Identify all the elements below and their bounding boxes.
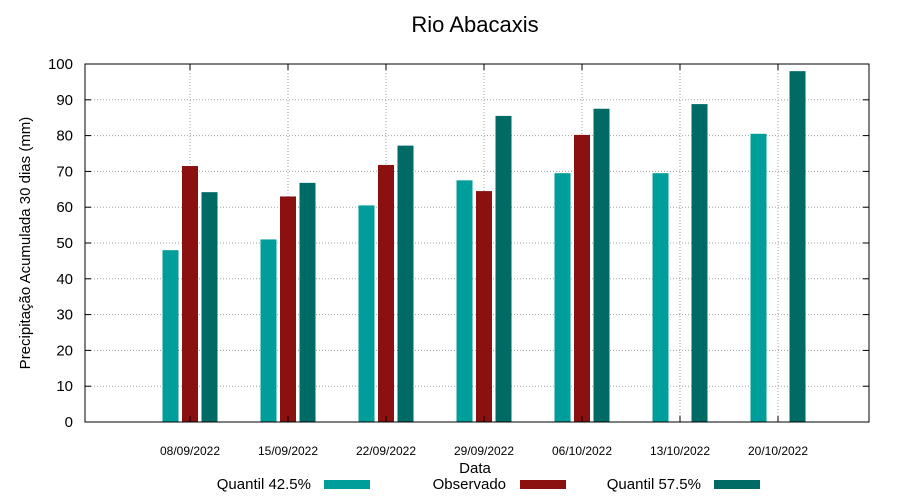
bar-2 (476, 191, 492, 422)
bar-1 (652, 173, 669, 422)
y-tick-label: 0 (65, 414, 73, 431)
y-axis-label: Precipitação Acumulada 30 dias (mm) (17, 117, 34, 370)
bar-3 (495, 115, 512, 422)
bar-1 (358, 205, 375, 422)
legend-swatch (324, 480, 370, 489)
legend-swatch (520, 480, 566, 489)
x-tick-label: 20/10/2022 (748, 444, 808, 458)
bar-1 (456, 180, 473, 422)
y-tick-label: 20 (56, 342, 73, 359)
bar-3 (691, 104, 708, 422)
y-tick-label: 90 (56, 92, 73, 109)
y-tick-label: 100 (48, 56, 73, 73)
y-tick-label: 10 (56, 378, 73, 395)
y-tick-label: 60 (56, 199, 73, 216)
x-tick-label: 08/09/2022 (160, 444, 220, 458)
y-tick-label: 80 (56, 128, 73, 145)
legend: Quantil 42.5% Observado Quantil 57.5% (217, 476, 760, 493)
bar-2 (280, 196, 296, 422)
x-tick-label: 13/10/2022 (650, 444, 710, 458)
bar-1 (554, 173, 571, 422)
chart-title: Rio Abacaxis (411, 12, 538, 37)
bar-3 (789, 71, 806, 422)
x-axis-label: Data (459, 460, 491, 477)
y-tick-label: 50 (56, 235, 73, 252)
y-tick-label: 30 (56, 307, 73, 324)
legend-label: Quantil 42.5% (217, 476, 311, 493)
y-axis-ticks: 0 10 20 30 40 50 60 70 80 90 100 (48, 56, 869, 431)
x-axis-ticks: 08/09/2022 15/09/2022 22/09/2022 29/09/2022… (160, 64, 808, 458)
x-tick-label: 06/10/2022 (552, 444, 612, 458)
bar-2 (574, 134, 590, 422)
bar-1 (162, 250, 179, 422)
legend-swatch (714, 480, 760, 489)
legend-label: Quantil 57.5% (607, 476, 701, 493)
legend-label: Observado (433, 476, 506, 493)
y-tick-label: 70 (56, 163, 73, 180)
bar-3 (593, 108, 610, 422)
y-tick-label: 40 (56, 271, 73, 288)
x-tick-label: 29/09/2022 (454, 444, 514, 458)
bars (162, 71, 806, 422)
bar-1 (260, 239, 277, 422)
x-tick-label: 15/09/2022 (258, 444, 318, 458)
bar-2 (378, 164, 394, 422)
bar-3 (397, 145, 414, 422)
bar-2 (182, 166, 198, 422)
bar-3 (201, 192, 218, 422)
bar-1 (750, 133, 767, 422)
x-tick-label: 22/09/2022 (356, 444, 416, 458)
bar-3 (299, 182, 316, 422)
